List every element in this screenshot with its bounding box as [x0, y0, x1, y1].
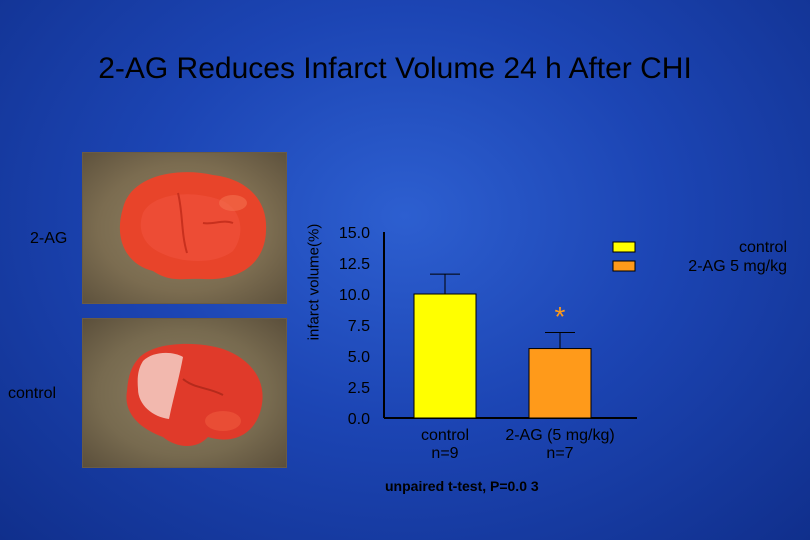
slice-label-control: control [8, 385, 57, 402]
brain-slice-image-control [82, 318, 287, 468]
x-category-label: control [421, 427, 469, 444]
y-tick-label: 0.0 [348, 411, 370, 428]
slide-title: 2-AG Reduces Infarct Volume 24 h After C… [98, 52, 692, 85]
bar-2ag [528, 348, 592, 419]
y-tick-label: 15.0 [339, 225, 370, 242]
y-tick-label: 12.5 [339, 256, 370, 273]
y-tick-label: 2.5 [348, 380, 370, 397]
y-tick-label: 10.0 [339, 287, 370, 304]
x-category-label: 2-AG (5 mg/kg) [505, 427, 614, 444]
legend-label: 2-AG 5 mg/kg [688, 258, 787, 275]
y-tick-label: 5.0 [348, 349, 370, 366]
statistics-note: unpaired t-test, P=0.0 3 [385, 478, 539, 494]
slice-label-2ag: 2-AG [30, 230, 68, 247]
legend-swatch [612, 241, 636, 253]
significance-star: * [555, 301, 566, 332]
x-category-label: n=7 [546, 445, 573, 462]
bar-control [413, 293, 477, 419]
y-tick-label: 7.5 [348, 318, 370, 335]
legend-swatch [612, 260, 636, 272]
x-category-label: n=9 [431, 445, 458, 462]
brain-slice-image-2ag [82, 152, 287, 304]
legend-label: control [739, 239, 787, 256]
